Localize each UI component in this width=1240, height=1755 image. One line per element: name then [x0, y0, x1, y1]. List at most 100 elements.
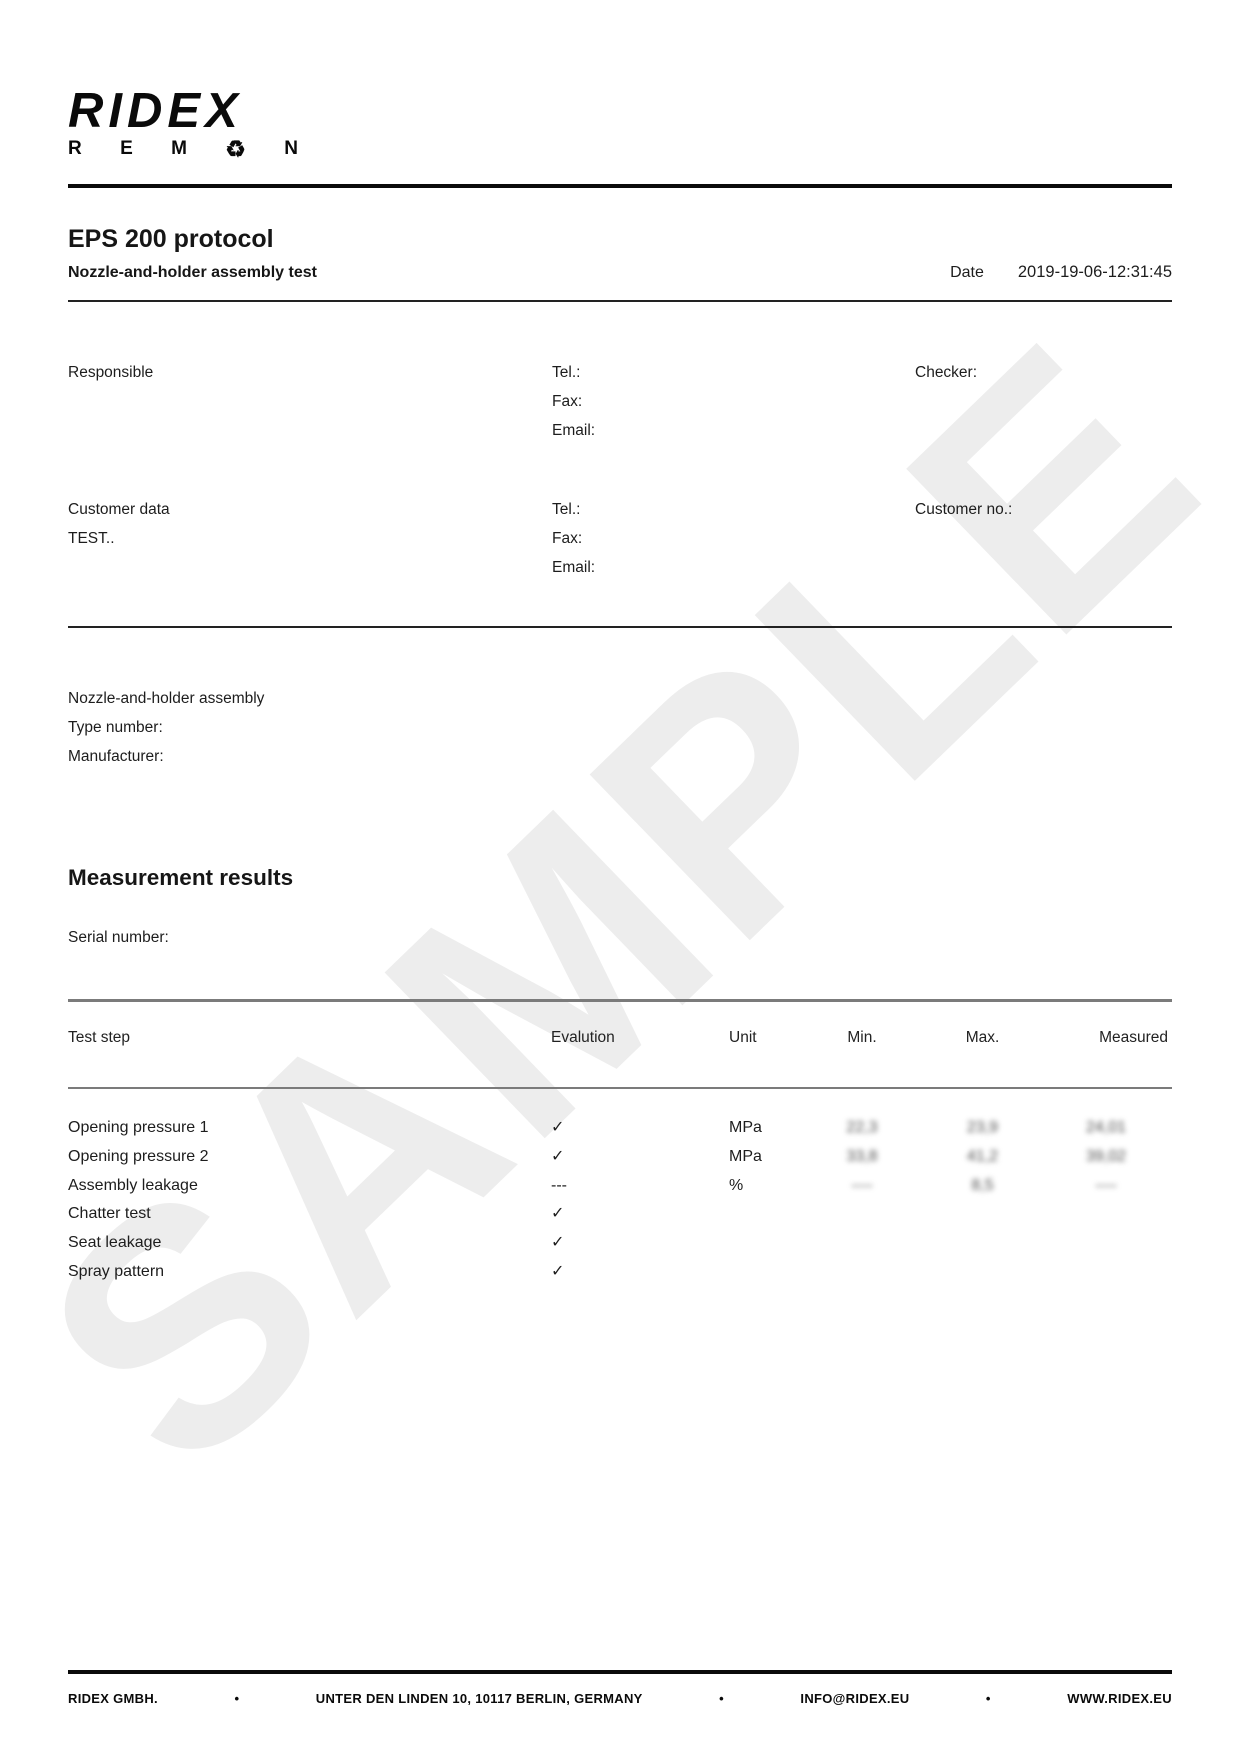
- cell-measured: ----: [1095, 1176, 1117, 1194]
- cell-max: [925, 1229, 1040, 1258]
- cell-max: 23,9: [966, 1119, 999, 1136]
- email-label: Email:: [552, 422, 596, 439]
- table-row: Opening pressure 2 ✓ MPa 33,8 41,2 39,02: [68, 1143, 1172, 1172]
- measurement-table: Test step Evalution Unit Min. Max. Measu…: [68, 999, 1172, 1287]
- date-value: 2019-19-06-12:31:45: [1017, 263, 1172, 281]
- cell-measured: [1040, 1258, 1172, 1287]
- customer-data-label: Customer data: [68, 501, 170, 518]
- footer-email: INFO@RIDEX.EU: [800, 1691, 910, 1706]
- logo-brand-text: RIDEX: [68, 84, 243, 138]
- cell-eval: ✓: [551, 1119, 565, 1136]
- cell-eval: ✓: [551, 1262, 565, 1280]
- email-label: Email:: [552, 559, 596, 576]
- cell-step: Assembly leakage: [68, 1176, 198, 1194]
- cell-max: [925, 1258, 1040, 1287]
- logo-letter-e: E: [120, 138, 133, 159]
- footer-address: UNTER DEN LINDEN 10, 10117 BERLIN, GERMA…: [315, 1691, 643, 1706]
- table-row: Spray pattern ✓: [68, 1258, 1172, 1287]
- table-row: Assembly leakage ---% ---- 8,5 ----: [68, 1172, 1172, 1201]
- logo-reman-line: R E M ♻ N: [68, 135, 298, 162]
- tel-label: Tel.:: [552, 501, 581, 518]
- cell-measured: [1040, 1200, 1172, 1229]
- type-number-label: Type number:: [68, 719, 163, 736]
- cell-step: Opening pressure 2: [68, 1147, 209, 1165]
- document-content: RIDEX R E M ♻ N EPS 200 protocol Nozzle-…: [0, 86, 1240, 1287]
- manufacturer-label: Manufacturer:: [68, 748, 164, 765]
- cell-max: [925, 1200, 1040, 1229]
- table-row: Opening pressure 1 ✓ MPa 22,3 23,9 24,01: [68, 1114, 1172, 1143]
- responsible-label: Responsible: [68, 364, 154, 381]
- assembly-title: Nozzle-and-holder assembly: [68, 690, 265, 707]
- cell-min: [799, 1200, 925, 1229]
- footer-bullet: •: [234, 1691, 240, 1706]
- logo-letter-n: N: [284, 138, 298, 159]
- tel-label: Tel.:: [552, 364, 581, 381]
- date-label: Date: [950, 264, 984, 281]
- cell-measured: 39,02: [1085, 1147, 1127, 1165]
- measurement-results-title: Measurement results: [68, 865, 294, 890]
- table-header-row: Test step Evalution Unit Min. Max. Measu…: [68, 1002, 1172, 1087]
- cell-unit: [729, 1200, 799, 1229]
- header-max: Max.: [965, 1028, 1000, 1046]
- subtitle-row: Nozzle-and-holder assembly test Date 201…: [68, 263, 1172, 282]
- customer-no-label: Customer no.:: [915, 501, 1013, 518]
- cell-measured: 24,01: [1085, 1119, 1127, 1136]
- cell-min: [799, 1229, 925, 1258]
- table-row: Seat leakage ✓: [68, 1229, 1172, 1258]
- header-test-step: Test step: [68, 1028, 131, 1046]
- cell-eval: ✓: [551, 1147, 565, 1165]
- footer-bullet: •: [985, 1691, 991, 1706]
- cell-unit: [729, 1229, 799, 1258]
- assembly-section: Nozzle-and-holder assembly Type number: …: [68, 684, 1172, 771]
- cell-min: [799, 1258, 925, 1287]
- cell-unit: MPa: [729, 1147, 762, 1165]
- responsible-section: Responsible Tel.: Fax: Email: Checker:: [68, 358, 1172, 445]
- table-row: Chatter test ✓: [68, 1200, 1172, 1229]
- header-min: Min.: [847, 1028, 877, 1046]
- cell-step: Spray pattern: [68, 1262, 165, 1280]
- cell-unit: [729, 1258, 799, 1287]
- cell-max: 8,5: [971, 1176, 994, 1194]
- cell-measured: [1040, 1229, 1172, 1258]
- footer-website: WWW.RIDEX.EU: [1067, 1691, 1172, 1706]
- cell-unit: %: [729, 1176, 744, 1194]
- customer-section: Customer data TEST.. Tel.: Fax: Email: C…: [68, 495, 1172, 582]
- fax-label: Fax:: [552, 393, 583, 410]
- header-evaluation: Evalution: [551, 1028, 615, 1046]
- footer-company: RIDEX GMBH.: [68, 1691, 158, 1706]
- serial-number-label: Serial number:: [68, 929, 169, 946]
- responsible-contact-column: Tel.: Fax: Email:: [552, 358, 915, 445]
- page-footer: RIDEX GMBH. • UNTER DEN LINDEN 10, 10117…: [68, 1670, 1172, 1706]
- divider-top: [68, 184, 1172, 188]
- footer-row: RIDEX GMBH. • UNTER DEN LINDEN 10, 10117…: [68, 1691, 1172, 1706]
- recycling-icon: ♻: [225, 135, 246, 162]
- cell-min: 33,8: [846, 1147, 878, 1165]
- table-rows: Opening pressure 1 ✓ MPa 22,3 23,9 24,01 Openi…: [68, 1089, 1172, 1287]
- ridex-reman-logo: RIDEX R E M ♻ N: [68, 86, 306, 160]
- cell-min: ----: [851, 1176, 873, 1194]
- cell-eval: ---: [551, 1176, 567, 1194]
- header-unit: Unit: [729, 1028, 757, 1046]
- fax-label: Fax:: [552, 530, 583, 547]
- footer-bullet: •: [719, 1691, 724, 1706]
- divider-contacts: [68, 626, 1172, 628]
- cell-max: 41,2: [966, 1147, 999, 1165]
- divider-header: [68, 300, 1172, 302]
- cell-eval: ✓: [551, 1234, 565, 1252]
- cell-step: Seat leakage: [68, 1234, 162, 1252]
- cell-step: Opening pressure 1: [68, 1119, 209, 1136]
- footer-rule: [68, 1670, 1172, 1674]
- page-title: EPS 200 protocol: [68, 225, 274, 253]
- cell-min: 22,3: [846, 1119, 878, 1136]
- header-measured: Measured: [1099, 1028, 1168, 1046]
- table-top-rule: [68, 999, 1172, 1002]
- cell-unit: MPa: [729, 1119, 762, 1136]
- customer-name: TEST..: [68, 530, 115, 547]
- logo-letter-m: M: [171, 138, 187, 159]
- customer-column: Customer data TEST..: [68, 495, 552, 582]
- customer-contact-column: Tel.: Fax: Email:: [552, 495, 915, 582]
- logo-letter-r: R: [68, 138, 82, 159]
- checker-label: Checker:: [915, 364, 978, 381]
- date-group: Date 2019-19-06-12:31:45: [950, 263, 1172, 282]
